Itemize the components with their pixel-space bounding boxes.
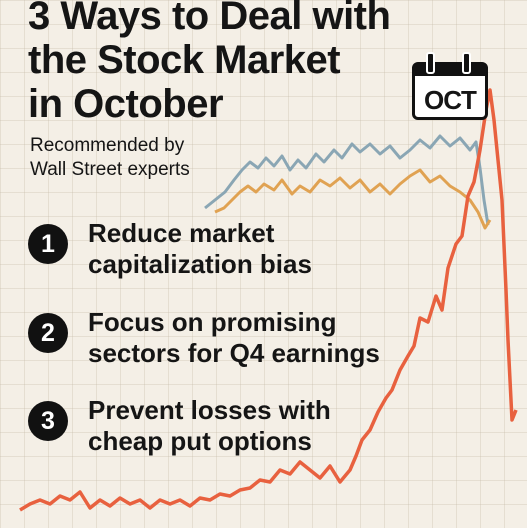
- calendar-icon: OCT: [412, 52, 488, 120]
- tip-number-badge: 2: [28, 313, 68, 353]
- tip-line-1: Reduce market: [88, 218, 275, 248]
- red-trend-line: [19, 88, 518, 512]
- tip-line-1: Focus on promising: [88, 307, 337, 337]
- tip-line-2: sectors for Q4 earnings: [88, 338, 380, 368]
- title-line-2: the Stock Market: [28, 38, 341, 82]
- tip-text: Reduce market capitalization bias: [88, 218, 312, 280]
- tip-item-3: 3 Prevent losses with cheap put options: [28, 395, 331, 457]
- subtitle-line-2: Wall Street experts: [30, 159, 190, 180]
- calendar-ring-left: [426, 52, 435, 74]
- amber-trend-line: [214, 168, 492, 230]
- blue-trend-line: [204, 134, 490, 226]
- calendar-month-label: OCT: [424, 85, 477, 115]
- subtitle-line-1: Recommended by: [30, 135, 185, 156]
- tip-line-2: capitalization bias: [88, 249, 312, 279]
- title-line-3: in October: [28, 82, 224, 126]
- tip-text: Prevent losses with cheap put options: [88, 395, 331, 457]
- tip-number-badge: 1: [28, 224, 68, 264]
- calendar-header-bar: [415, 65, 485, 76]
- tip-line-1: Prevent losses with: [88, 395, 331, 425]
- page-title: 3 Ways to Deal with the Stock Market in …: [28, 0, 448, 126]
- tip-item-2: 2 Focus on promising sectors for Q4 earn…: [28, 307, 380, 369]
- calendar-body: OCT: [412, 62, 488, 120]
- calendar-ring-right: [462, 52, 471, 74]
- title-line-1: 3 Ways to Deal with: [28, 0, 391, 38]
- subtitle: Recommended by Wall Street experts: [30, 134, 190, 182]
- tip-number-badge: 3: [28, 401, 68, 441]
- tip-text: Focus on promising sectors for Q4 earnin…: [88, 307, 380, 369]
- tip-item-1: 1 Reduce market capitalization bias: [28, 218, 312, 280]
- tip-line-2: cheap put options: [88, 426, 312, 456]
